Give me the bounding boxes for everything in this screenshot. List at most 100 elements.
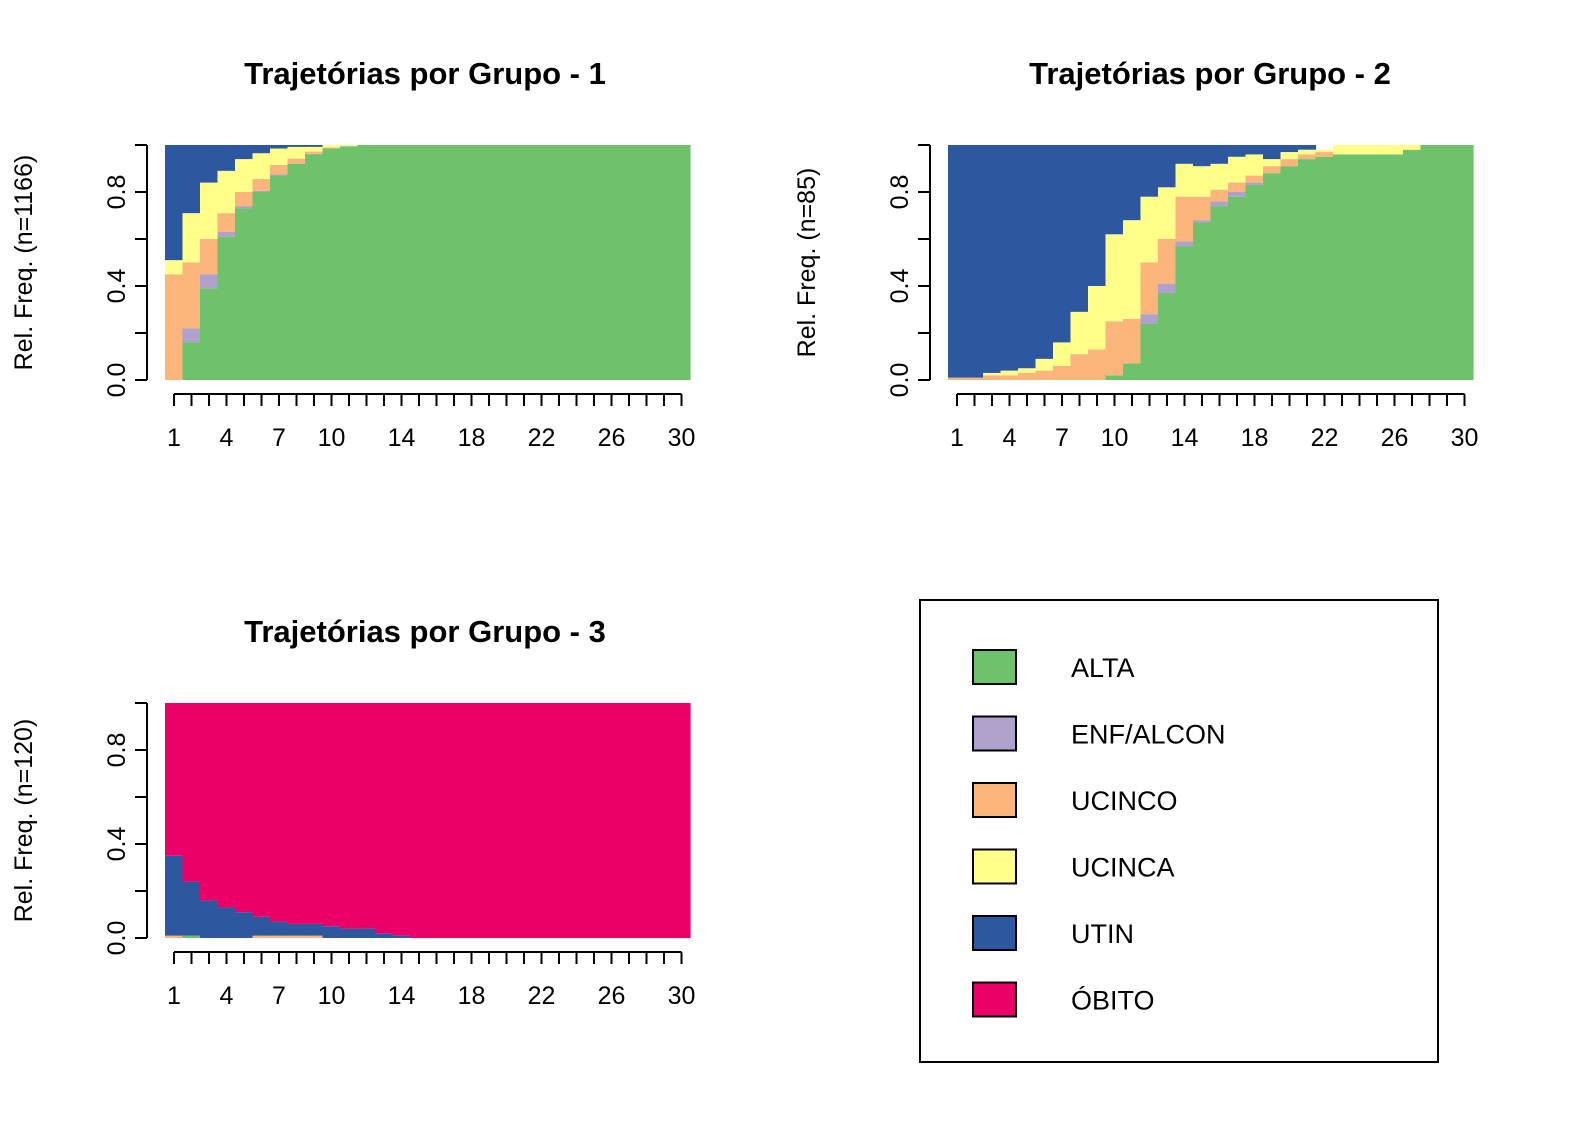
bar-segment-utin-x8 — [287, 145, 306, 147]
bar-segment-enf-alcon-x18 — [1245, 182, 1264, 185]
bar-segment-alta-x14 — [1175, 246, 1194, 380]
bar-segment-alta-x29 — [655, 145, 674, 380]
bar-segment-alta-x16 — [427, 145, 446, 380]
bar-segment--bito-x29 — [655, 703, 674, 938]
bar-segment-alta-x21 — [1298, 159, 1317, 380]
bar-segment-ucinco-x6 — [252, 179, 271, 191]
bar-segment-ucinco-x3 — [200, 239, 219, 275]
bar-segment-alta-x18 — [462, 145, 481, 380]
bar-segment--bito-x10 — [322, 703, 341, 927]
bar-segment-utin-x1 — [948, 145, 967, 378]
y-tick-label: 0.4 — [103, 827, 131, 862]
bar-segment--bito-x21 — [515, 703, 534, 938]
x-tick-label: 30 — [668, 424, 696, 452]
bar-segment--bito-x12 — [357, 703, 376, 929]
bar-segment-enf-alcon-x2 — [182, 328, 201, 343]
bar-segment-utin-x13 — [375, 933, 394, 938]
bar-segment-utin-x9 — [305, 923, 324, 936]
bar-segment-ucinco-x14 — [1175, 196, 1194, 242]
bar-segment-ucinco-x13 — [1158, 239, 1177, 284]
bar-segment--bito-x16 — [427, 703, 446, 938]
bar-segment-utin-x2 — [965, 145, 984, 378]
bar-segment-enf-alcon-x15 — [1193, 220, 1212, 223]
bar-segment-ucinco-x9 — [305, 151, 324, 154]
x-tick-label: 10 — [318, 982, 346, 1010]
bar-segment-utin-x12 — [357, 928, 376, 938]
x-tick-label: 1 — [167, 424, 181, 452]
bar-segment-ucinca-x3 — [983, 372, 1002, 376]
bar-segment-alta-x4 — [217, 236, 236, 380]
legend-label: ENF/ALCON — [1071, 720, 1226, 750]
bar-segment-alta-x29 — [1438, 145, 1457, 380]
bar-segment-alta-x15 — [1193, 222, 1212, 380]
bar-segment-alta-x22 — [532, 145, 551, 380]
x-tick-label: 30 — [1451, 424, 1479, 452]
x-tick-label: 10 — [1101, 424, 1129, 452]
x-tick-label: 18 — [458, 982, 486, 1010]
bar-segment-alta-x19 — [1263, 173, 1282, 380]
bar-segment-ucinco-x7 — [1053, 365, 1072, 380]
bar-segment-utin-x14 — [392, 935, 411, 938]
bar-segment-utin-x7 — [1053, 145, 1072, 343]
bar-segment-ucinco-x18 — [1245, 175, 1264, 183]
bar-segment-utin-x11 — [340, 928, 359, 938]
bar-segment-alta-x6 — [252, 192, 271, 380]
x-axis: 1 4 7 10 14 18 22 26 30 — [167, 951, 695, 1010]
bar-segment-ucinca-x1 — [165, 260, 184, 275]
bar-segment-ucinca-x9 — [1088, 286, 1107, 350]
bar-segment-ucinco-x12 — [1140, 262, 1159, 315]
bar-segment--bito-x8 — [287, 703, 306, 924]
bar-segment-utin-x5 — [235, 912, 254, 938]
legend-label: ÓBITO — [1071, 985, 1155, 1016]
bar-segment-utin-x17 — [1228, 145, 1247, 157]
legend-label: UTIN — [1071, 919, 1134, 949]
legend-swatch — [972, 915, 1017, 951]
bar-segment-utin-x4 — [217, 907, 236, 938]
bar-segment-ucinco-x16 — [1210, 189, 1229, 202]
bar-segment-alta-x17 — [445, 145, 464, 380]
bar-segment-alta-x30 — [672, 145, 691, 380]
bar-segment-ucinco-x1 — [165, 274, 184, 380]
bar-segment-ucinca-x14 — [1175, 163, 1194, 197]
bar-segment-ucinco-x1 — [948, 377, 967, 380]
bar-segment-utin-x4 — [217, 145, 236, 171]
bar-segment-alta-x20 — [1280, 166, 1299, 380]
bar-segment-ucinco-x8 — [1070, 354, 1089, 380]
x-tick-label: 14 — [1171, 424, 1199, 452]
bar-segment-enf-alcon-x7 — [270, 174, 289, 176]
bar-segment-alta-x30 — [1455, 145, 1474, 380]
bar-segment-ucinco-x22 — [1315, 152, 1334, 157]
panel-group-1: Trajetórias por Grupo - 1 0.0 0.4 0.8 Rel. F… — [10, 56, 695, 452]
bar-segment-utin-x6 — [252, 916, 271, 936]
bar-segment-alta-x18 — [1245, 184, 1264, 380]
bar-segment--bito-x25 — [585, 703, 604, 938]
bar-segment-utin-x12 — [1140, 145, 1159, 197]
bar-segment-alta-x28 — [1420, 145, 1439, 380]
bar-segment-alta-x20 — [497, 145, 516, 380]
stacked-bars — [165, 703, 691, 938]
bar-segment-ucinca-x4 — [1000, 370, 1019, 376]
x-tick-label: 7 — [272, 982, 286, 1010]
legend-label: UCINCO — [1071, 786, 1178, 816]
x-axis: 1 4 7 10 14 18 22 26 30 — [950, 393, 1479, 452]
bar-segment-alta-x19 — [480, 145, 499, 380]
bar-segment-ucinca-x24 — [1350, 145, 1369, 155]
legend-swatch — [972, 848, 1017, 885]
bar-segment-ucinca-x5 — [235, 159, 254, 192]
bar-segment-ucinco-x7 — [270, 935, 289, 938]
chart-title: Trajetórias por Grupo - 1 — [244, 56, 606, 91]
bar-segment-utin-x6 — [252, 145, 271, 154]
x-tick-label: 26 — [1381, 424, 1409, 452]
x-tick-label: 18 — [458, 424, 486, 452]
bar-segment-alta-x27 — [620, 145, 639, 380]
bar-segment-alta-x7 — [270, 175, 289, 380]
bar-segment--bito-x26 — [602, 703, 621, 938]
bar-segment-alta-x2 — [182, 935, 201, 938]
y-tick-label: 0.4 — [886, 269, 914, 304]
bar-segment-utin-x9 — [305, 145, 324, 147]
bar-segment-enf-alcon-x4 — [217, 231, 236, 237]
bar-segment-ucinco-x19 — [1263, 166, 1282, 174]
bar-segment-alta-x14 — [392, 145, 411, 380]
bar-segment-ucinca-x13 — [1158, 187, 1177, 239]
